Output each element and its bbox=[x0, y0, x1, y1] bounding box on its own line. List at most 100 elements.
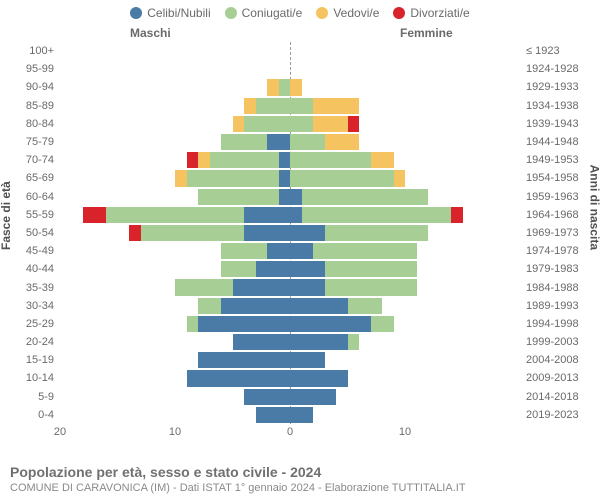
age-label: 65-69 bbox=[26, 172, 54, 184]
male-bar bbox=[60, 316, 290, 332]
legend-item-divorziati: Divorziati/e bbox=[393, 6, 469, 20]
bar-area bbox=[60, 298, 520, 314]
x-tick: 20 bbox=[54, 426, 66, 438]
plot-area: 100+≤ 192395-991924-192890-941929-193385… bbox=[60, 42, 520, 424]
birth-year-label: 1964-1968 bbox=[526, 209, 579, 221]
male-bar bbox=[60, 261, 290, 277]
footer: Popolazione per età, sesso e stato civil… bbox=[10, 464, 590, 494]
female-bar bbox=[290, 316, 520, 332]
pyramid-row: 30-341989-1993 bbox=[60, 297, 520, 315]
female-bar bbox=[290, 61, 520, 77]
birth-year-label: 1979-1983 bbox=[526, 263, 579, 275]
pyramid-row: 25-291994-1998 bbox=[60, 315, 520, 333]
segment-divorziati bbox=[348, 116, 360, 132]
segment-coniugati bbox=[198, 298, 221, 314]
pyramid-row: 80-841939-1943 bbox=[60, 115, 520, 133]
segment-coniugati bbox=[210, 152, 279, 168]
legend: Celibi/NubiliConiugati/eVedovi/eDivorzia… bbox=[0, 6, 600, 20]
pyramid-row: 40-441979-1983 bbox=[60, 260, 520, 278]
bar-area bbox=[60, 98, 520, 114]
segment-coniugati bbox=[175, 279, 233, 295]
legend-label: Vedovi/e bbox=[333, 6, 379, 20]
bar-area bbox=[60, 370, 520, 386]
pyramid-row: 85-891934-1938 bbox=[60, 97, 520, 115]
age-label: 60-64 bbox=[26, 191, 54, 203]
x-axis: 2010010 bbox=[60, 426, 520, 442]
birth-year-label: 1994-1998 bbox=[526, 318, 579, 330]
bar-area bbox=[60, 189, 520, 205]
male-bar bbox=[60, 334, 290, 350]
male-bar bbox=[60, 189, 290, 205]
segment-celibi bbox=[290, 316, 371, 332]
segment-celibi bbox=[198, 352, 290, 368]
segment-coniugati bbox=[141, 225, 245, 241]
segment-celibi bbox=[290, 407, 313, 423]
age-label: 45-49 bbox=[26, 245, 54, 257]
age-label: 85-89 bbox=[26, 100, 54, 112]
bar-area bbox=[60, 407, 520, 423]
segment-coniugati bbox=[198, 189, 279, 205]
age-label: 95-99 bbox=[26, 63, 54, 75]
male-bar bbox=[60, 152, 290, 168]
age-label: 35-39 bbox=[26, 282, 54, 294]
segment-vedovi bbox=[198, 152, 210, 168]
pyramid-row: 5-92014-2018 bbox=[60, 388, 520, 406]
age-label: 0-4 bbox=[38, 409, 54, 421]
male-bar bbox=[60, 352, 290, 368]
segment-vedovi bbox=[325, 134, 360, 150]
segment-celibi bbox=[244, 389, 290, 405]
bar-area bbox=[60, 152, 520, 168]
segment-celibi bbox=[290, 370, 348, 386]
birth-year-label: 1959-1963 bbox=[526, 191, 579, 203]
female-bar bbox=[290, 79, 520, 95]
segment-celibi bbox=[221, 298, 290, 314]
segment-celibi bbox=[267, 243, 290, 259]
female-bar bbox=[290, 370, 520, 386]
age-label: 15-19 bbox=[26, 354, 54, 366]
female-bar bbox=[290, 170, 520, 186]
female-bar bbox=[290, 261, 520, 277]
pyramid-row: 0-42019-2023 bbox=[60, 406, 520, 424]
bar-area bbox=[60, 134, 520, 150]
segment-celibi bbox=[290, 279, 325, 295]
segment-celibi bbox=[290, 261, 325, 277]
female-bar bbox=[290, 243, 520, 259]
female-bar bbox=[290, 225, 520, 241]
segment-coniugati bbox=[290, 116, 313, 132]
birth-year-label: 2019-2023 bbox=[526, 409, 579, 421]
segment-coniugati bbox=[221, 261, 256, 277]
male-header: Maschi bbox=[130, 26, 171, 40]
female-bar bbox=[290, 389, 520, 405]
segment-celibi bbox=[290, 189, 302, 205]
birth-year-label: 1974-1978 bbox=[526, 245, 579, 257]
pyramid-row: 95-991924-1928 bbox=[60, 60, 520, 78]
segment-celibi bbox=[279, 152, 291, 168]
female-bar bbox=[290, 98, 520, 114]
male-bar bbox=[60, 407, 290, 423]
birth-year-label: 1989-1993 bbox=[526, 300, 579, 312]
bar-area bbox=[60, 207, 520, 223]
female-bar bbox=[290, 134, 520, 150]
segment-coniugati bbox=[302, 189, 429, 205]
male-bar bbox=[60, 370, 290, 386]
bar-area bbox=[60, 279, 520, 295]
legend-item-celibi: Celibi/Nubili bbox=[130, 6, 210, 20]
pyramid-row: 60-641959-1963 bbox=[60, 188, 520, 206]
bar-area bbox=[60, 79, 520, 95]
segment-divorziati bbox=[451, 207, 463, 223]
bar-area bbox=[60, 225, 520, 241]
female-bar bbox=[290, 116, 520, 132]
female-bar bbox=[290, 407, 520, 423]
segment-coniugati bbox=[371, 316, 394, 332]
segment-celibi bbox=[244, 207, 290, 223]
male-bar bbox=[60, 61, 290, 77]
legend-swatch-celibi bbox=[130, 7, 142, 19]
segment-coniugati bbox=[348, 334, 360, 350]
segment-celibi bbox=[290, 243, 313, 259]
male-bar bbox=[60, 225, 290, 241]
segment-coniugati bbox=[302, 207, 452, 223]
female-header: Femmine bbox=[400, 26, 453, 40]
y-axis-right-title: Anni di nascita bbox=[587, 165, 600, 250]
female-bar bbox=[290, 352, 520, 368]
male-bar bbox=[60, 389, 290, 405]
